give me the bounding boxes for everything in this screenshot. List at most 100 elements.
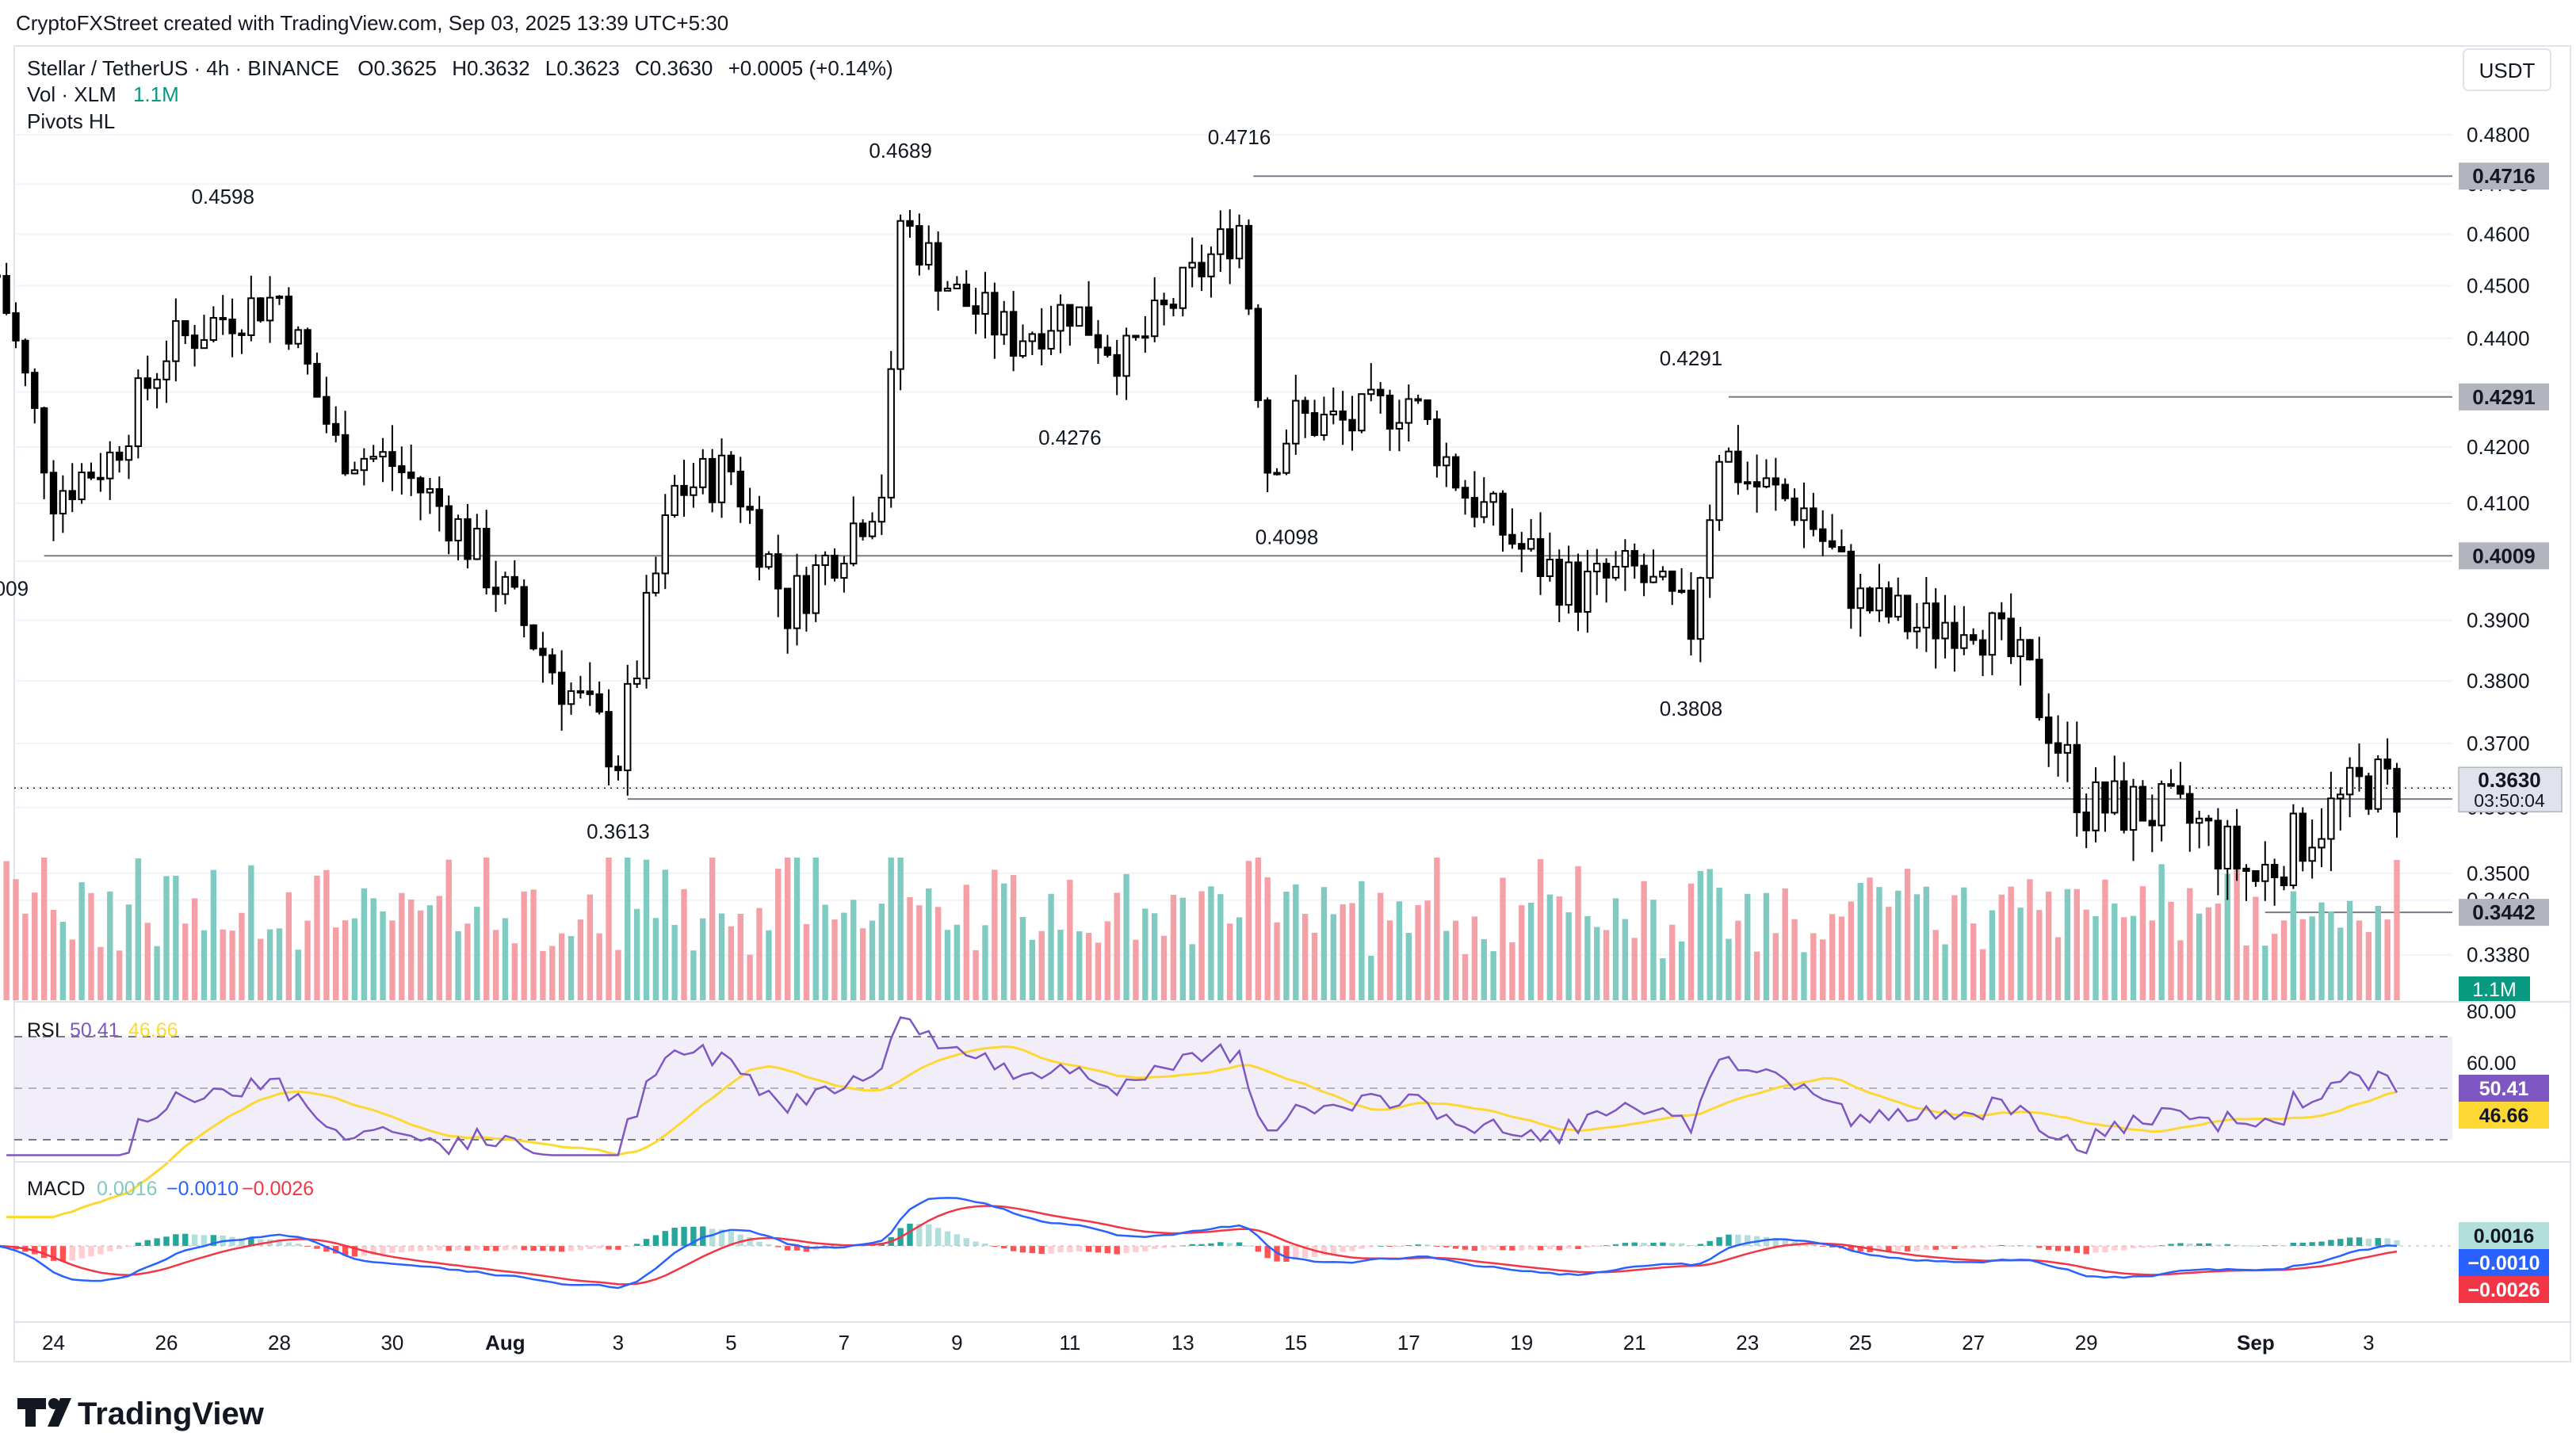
- candle-body: [1630, 550, 1638, 567]
- volume-bar: [1424, 900, 1431, 1000]
- volume-bar: [1452, 920, 1459, 1000]
- macd-pane: MACD 0.0016 −0.0010 −0.0026 0.0016 −0.00…: [0, 1161, 2570, 1303]
- macd-hist-bar: [2394, 1240, 2400, 1246]
- candle-body: [2327, 797, 2335, 840]
- volume-bar: [681, 888, 687, 1000]
- currency-button[interactable]: USDT: [2463, 48, 2551, 91]
- macd-hist-bar: [1236, 1242, 1243, 1246]
- volume-bar: [831, 919, 838, 1000]
- time-tick-label: 3: [2363, 1331, 2374, 1355]
- candle-body: [124, 445, 133, 461]
- macd-hist-bar: [1848, 1246, 1855, 1251]
- volume-bar: [13, 879, 19, 1000]
- candle-body: [1837, 546, 1846, 552]
- candle-body: [1188, 262, 1196, 269]
- price-tick-label: 0.4400: [2467, 327, 2530, 350]
- candle-body: [1960, 634, 1968, 649]
- candle-body: [1395, 422, 1404, 430]
- volume-bar: [2280, 920, 2287, 1000]
- pivot-badge-text: 0.4291: [2472, 385, 2536, 409]
- volume-bar: [2139, 886, 2146, 1000]
- volume-bar: [1405, 933, 1412, 1000]
- macd-hist-bar: [1217, 1242, 1224, 1246]
- currency-label: USDT: [2479, 59, 2536, 82]
- volume-badge-text: 1.1M: [2472, 979, 2517, 1001]
- volume-bar: [210, 869, 217, 1000]
- candle-body: [1141, 335, 1149, 339]
- volume-bar: [32, 892, 38, 1000]
- volume-bar: [361, 888, 368, 1000]
- candle-body: [652, 572, 660, 594]
- macd-hist-bar: [2337, 1239, 2344, 1246]
- macd-hist-value: 0.0016: [97, 1178, 157, 1200]
- candle-body: [1424, 399, 1431, 420]
- candle-body: [727, 454, 736, 472]
- macd-hist-bar: [2365, 1238, 2372, 1246]
- volume-bar: [229, 930, 235, 1000]
- tradingview-logo[interactable]: TradingView: [17, 1397, 265, 1431]
- candle-body: [1677, 590, 1686, 594]
- macd-hist-bar: [775, 1246, 782, 1248]
- time-axis[interactable]: 24 26 28 30 Aug 3 5 7 9 11 13 15 17 19 21 23 25 27 29 Sep 3: [42, 1331, 2375, 1355]
- candle-body: [624, 682, 632, 771]
- macd-hist-bar: [285, 1242, 292, 1246]
- volume-bar: [2205, 907, 2212, 1000]
- candle-body: [2383, 758, 2391, 770]
- macd-hist-bar: [568, 1246, 575, 1251]
- time-tick-label: 24: [42, 1331, 65, 1355]
- candle-body: [2073, 743, 2081, 813]
- candle-body: [614, 766, 622, 771]
- volume-bar: [775, 869, 782, 1000]
- candle-body: [567, 690, 575, 705]
- volume-bar: [511, 943, 518, 1000]
- macd-hist-bar: [1735, 1234, 1741, 1246]
- pivots-legend: Pivots HL: [27, 109, 115, 133]
- chart-frame: [13, 45, 2571, 1362]
- macd-hist-bar: [944, 1231, 951, 1246]
- candle-body: [840, 563, 848, 579]
- symbol-label: Stellar / TetherUS · 4h · BINANCE: [27, 56, 339, 80]
- macd-hist-bar: [530, 1246, 537, 1251]
- macd-hist-bar: [728, 1231, 735, 1246]
- candle-body: [821, 554, 829, 567]
- candle-body: [454, 518, 462, 542]
- volume-bar: [1942, 944, 1948, 1000]
- candle-body: [2129, 785, 2138, 831]
- volume-bar: [1320, 887, 1328, 1000]
- rsi-ma-value: 46.66: [128, 1019, 178, 1041]
- candle-body: [247, 297, 255, 336]
- volume-badge: [2459, 976, 2530, 1002]
- candle-body: [1320, 414, 1328, 436]
- volume-bar: [163, 876, 170, 1000]
- volume-bar: [2008, 886, 2014, 1000]
- volume-bar: [1481, 938, 1487, 1000]
- candle-body: [1151, 300, 1159, 338]
- macd-hist-bar: [173, 1234, 179, 1246]
- macd-hist-bar: [652, 1235, 659, 1246]
- pivot-value-label: 0.4098: [1256, 525, 1319, 549]
- macd-hist-bar: [737, 1234, 743, 1246]
- price-axis[interactable]: 0.48000.47000.46000.45000.44000.43000.42…: [2458, 123, 2563, 1002]
- candle-body: [304, 329, 311, 365]
- macd-hist-bar: [2045, 1246, 2052, 1250]
- candle-body: [1443, 456, 1450, 467]
- volume-bar: [954, 924, 961, 1000]
- volume-bar: [1434, 858, 1440, 1000]
- volume-bar: [285, 892, 292, 1000]
- macd-hist-bar: [1189, 1244, 1195, 1246]
- time-tick-label: 3: [613, 1331, 624, 1355]
- volume-bar: [1217, 894, 1224, 1000]
- svg-text:Vol · XLM 1.1M: Vol · XLM 1.1M: [27, 82, 179, 106]
- volume-bars: [3, 858, 2400, 1000]
- pivot-badge: [2459, 542, 2549, 570]
- volume-bar: [766, 930, 772, 1000]
- candle-body: [1301, 399, 1309, 415]
- candle-body: [708, 457, 717, 503]
- candle-body: [1706, 519, 1714, 579]
- candle-body: [858, 522, 867, 537]
- candle-body: [972, 305, 980, 315]
- volume-bar: [1443, 930, 1450, 1000]
- macd-hist-bar: [135, 1242, 142, 1246]
- volume-bar: [1527, 902, 1535, 1000]
- volume-bar: [220, 929, 226, 1000]
